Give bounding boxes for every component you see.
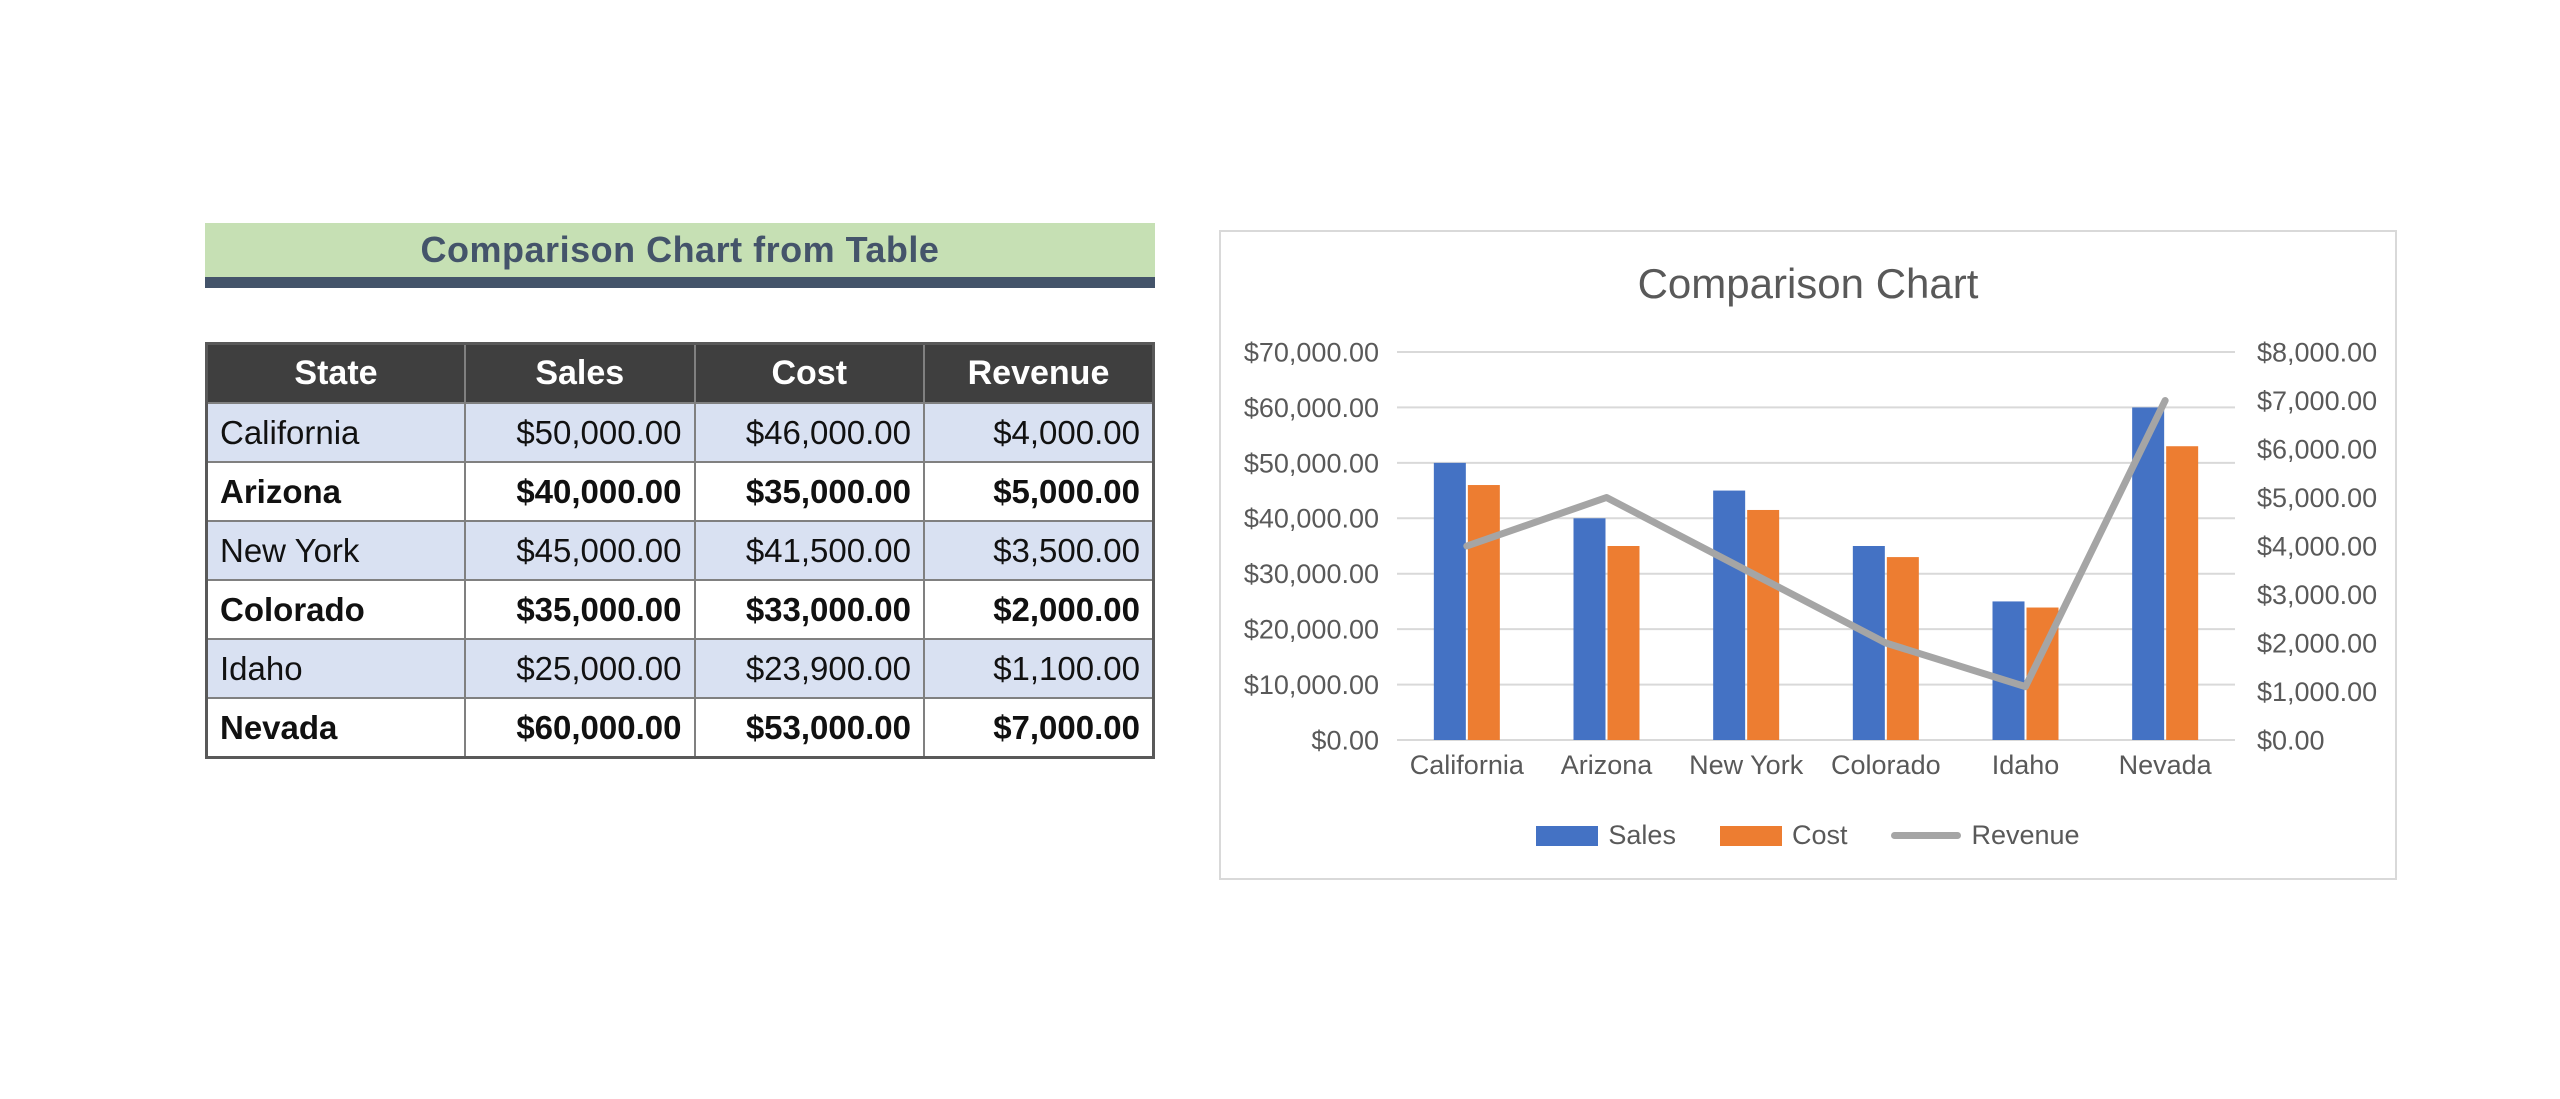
table-body: California $50,000.00 $46,000.00 $4,000.00 A… — [205, 402, 1155, 759]
left-axis-tick: $20,000.00 — [1244, 615, 1379, 645]
category-label: Arizona — [1561, 750, 1654, 780]
banner-underline — [205, 277, 1155, 288]
data-table: State Sales Cost Revenue California $50,000.… — [205, 342, 1155, 759]
right-axis-tick: $5,000.00 — [2257, 483, 2377, 513]
legend-label: Sales — [1608, 820, 1676, 850]
cell-revenue: $2,000.00 — [923, 579, 1155, 640]
right-axis-tick: $3,000.00 — [2257, 580, 2377, 610]
cell-cost: $35,000.00 — [693, 461, 925, 522]
bar-sales-idaho — [1992, 601, 2025, 740]
cell-revenue: $5,000.00 — [923, 461, 1155, 522]
cell-revenue: $1,100.00 — [923, 638, 1155, 699]
cell-cost: $23,900.00 — [693, 638, 925, 699]
right-axis-tick: $4,000.00 — [2257, 531, 2377, 561]
table-title-banner: Comparison Chart from Table — [205, 223, 1155, 277]
cell-sales: $40,000.00 — [464, 461, 696, 522]
chart-canvas: $70,000.00 $60,000.00 $50,000.00 $40,000.00… — [1244, 337, 2377, 780]
cell-sales: $50,000.00 — [464, 402, 696, 463]
left-axis-tick: $0.00 — [1311, 725, 1379, 755]
table-row: Nevada $60,000.00 $53,000.00 $7,000.00 — [205, 697, 1155, 759]
legend-swatch-cost — [1719, 825, 1782, 846]
chart-panel: $70,000.00 $60,000.00 $50,000.00 $40,000.00… — [1219, 230, 2397, 880]
table-row: Colorado $35,000.00 $33,000.00 $2,000.00 — [205, 579, 1155, 640]
legend-label: Cost — [1791, 820, 1848, 850]
category-label: California — [1410, 750, 1525, 780]
cell-state: California — [205, 402, 466, 463]
column-header-sales: Sales — [464, 342, 696, 404]
left-axis-tick: $40,000.00 — [1244, 504, 1379, 534]
cell-sales: $25,000.00 — [464, 638, 696, 699]
left-axis-tick: $10,000.00 — [1244, 670, 1379, 700]
chart-legend: Sales Cost Revenue — [1221, 820, 2395, 851]
cell-sales: $35,000.00 — [464, 579, 696, 640]
left-axis-tick: $50,000.00 — [1244, 448, 1379, 478]
cell-state: Nevada — [205, 697, 466, 759]
revenue-line — [1463, 397, 2169, 691]
legend-marker-revenue — [1891, 832, 1962, 839]
column-header-revenue: Revenue — [923, 342, 1155, 404]
bar-cost-california — [1467, 485, 1500, 740]
cell-state: Idaho — [205, 638, 466, 699]
table-row: Idaho $25,000.00 $23,900.00 $1,100.00 — [205, 638, 1155, 699]
right-axis-tick: $8,000.00 — [2257, 337, 2377, 367]
cell-cost: $33,000.00 — [693, 579, 925, 640]
cell-sales: $60,000.00 — [464, 697, 696, 759]
cell-cost: $41,500.00 — [693, 520, 925, 581]
cell-state: Colorado — [205, 579, 466, 640]
cell-cost: $46,000.00 — [693, 402, 925, 463]
left-axis-tick: $60,000.00 — [1244, 393, 1379, 423]
table-row: California $50,000.00 $46,000.00 $4,000.00 — [205, 402, 1155, 463]
bar-sales-arizona — [1573, 518, 1606, 740]
table-row: New York $45,000.00 $41,500.00 $3,500.00 — [205, 520, 1155, 581]
legend-swatch-sales — [1536, 825, 1599, 846]
category-label: Colorado — [1831, 750, 1941, 780]
table-header: State Sales Cost Revenue — [205, 342, 1155, 404]
legend-item-sales: Sales — [1536, 820, 1676, 851]
bar-sales-new-york — [1713, 490, 1746, 740]
bar-cost-nevada — [2166, 446, 2199, 740]
cell-revenue: $7,000.00 — [923, 697, 1155, 759]
cell-revenue: $4,000.00 — [923, 402, 1155, 463]
right-axis-tick: $2,000.00 — [2257, 628, 2377, 658]
table-header-row: State Sales Cost Revenue — [205, 342, 1155, 404]
category-label: New York — [1689, 750, 1804, 780]
column-header-state: State — [205, 342, 466, 404]
right-axis-tick: $0.00 — [2257, 725, 2325, 755]
bar-cost-arizona — [1607, 546, 1640, 740]
table-title: Comparison Chart from Table — [420, 229, 940, 270]
category-label: Idaho — [1992, 750, 2060, 780]
cell-state: Arizona — [205, 461, 466, 522]
right-axis-tick: $7,000.00 — [2257, 386, 2377, 416]
right-axis-tick: $6,000.00 — [2257, 434, 2377, 464]
chart-title: Comparison Chart — [1637, 260, 1979, 307]
legend-label: Revenue — [1971, 820, 2080, 850]
legend-item-revenue: Revenue — [1891, 820, 2080, 851]
cell-state: New York — [205, 520, 466, 581]
left-axis-tick: $70,000.00 — [1244, 337, 1379, 367]
bar-sales-california — [1433, 462, 1466, 740]
right-axis-tick: $1,000.00 — [2257, 677, 2377, 707]
table-section: Comparison Chart from Table State Sales Co… — [205, 223, 1155, 759]
cell-revenue: $3,500.00 — [923, 520, 1155, 581]
category-label: Nevada — [2119, 750, 2213, 780]
table-row: Arizona $40,000.00 $35,000.00 $5,000.00 — [205, 461, 1155, 522]
bar-cost-new-york — [1747, 509, 1780, 740]
cell-sales: $45,000.00 — [464, 520, 696, 581]
left-axis-tick: $30,000.00 — [1244, 559, 1379, 589]
cell-cost: $53,000.00 — [693, 697, 925, 759]
legend-item-cost: Cost — [1719, 820, 1848, 851]
column-header-cost: Cost — [693, 342, 925, 404]
